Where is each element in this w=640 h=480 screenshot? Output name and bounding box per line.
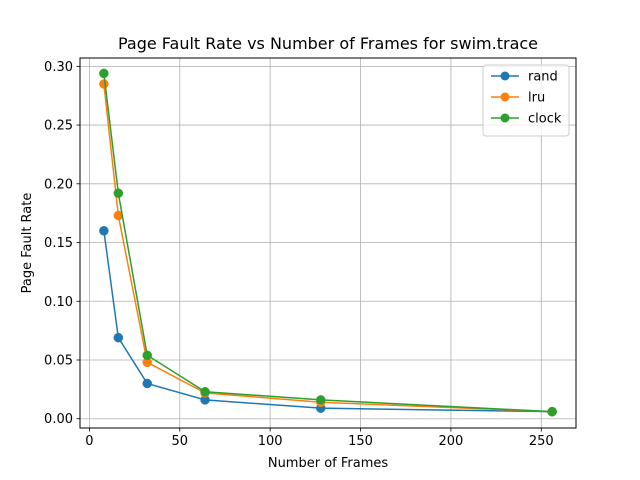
y-tick-label: 0.15: [44, 236, 73, 251]
x-tick-label: 0: [85, 434, 93, 449]
x-tick-label: 100: [258, 434, 283, 449]
data-point-clock: [316, 395, 326, 405]
data-point-rand: [99, 226, 109, 236]
series-line-clock: [103, 73, 553, 413]
legend-label: lru: [528, 91, 545, 106]
legend-label: rand: [528, 70, 558, 85]
x-tick-label: 50: [172, 434, 189, 449]
plot-area-frame: [79, 57, 577, 429]
legend: rand lru clock: [482, 64, 570, 137]
x-tick-label: 250: [529, 434, 554, 449]
y-tick-label: 0.05: [44, 353, 73, 368]
x-axis-label: Number of Frames: [268, 456, 389, 471]
chart-title: Page Fault Rate vs Number of Frames for …: [118, 34, 538, 53]
legend-swatch-marker: [500, 71, 510, 81]
axis-ticks: 0 50 100 150 200 250 0.00 0.05 0.10 0.15 0.20 0.25 0…: [44, 60, 554, 449]
data-series: [99, 68, 557, 417]
x-tick-label: 200: [439, 434, 464, 449]
legend-label: clock: [528, 112, 562, 127]
grid-lines: [80, 58, 576, 428]
series-line-rand: [103, 230, 553, 413]
legend-swatch-marker: [500, 92, 510, 102]
series-rand: [99, 226, 557, 417]
y-tick-label: 0.00: [44, 412, 73, 427]
data-point-clock: [547, 406, 557, 417]
y-tick-label: 0.30: [44, 60, 73, 75]
data-point-clock: [113, 188, 124, 198]
data-point-clock: [99, 68, 109, 79]
y-axis-label: Page Fault Rate: [20, 193, 35, 294]
legend-swatch-marker: [500, 113, 510, 123]
x-tick-label: 150: [348, 434, 373, 449]
data-point-rand: [113, 332, 124, 343]
data-point-rand: [142, 378, 152, 389]
data-point-clock: [200, 386, 210, 397]
series-clock: [99, 68, 557, 417]
y-tick-label: 0.20: [44, 177, 73, 192]
y-tick-label: 0.10: [44, 295, 73, 310]
data-point-clock: [142, 350, 152, 361]
data-point-lru: [99, 79, 109, 89]
y-tick-label: 0.25: [44, 119, 73, 134]
